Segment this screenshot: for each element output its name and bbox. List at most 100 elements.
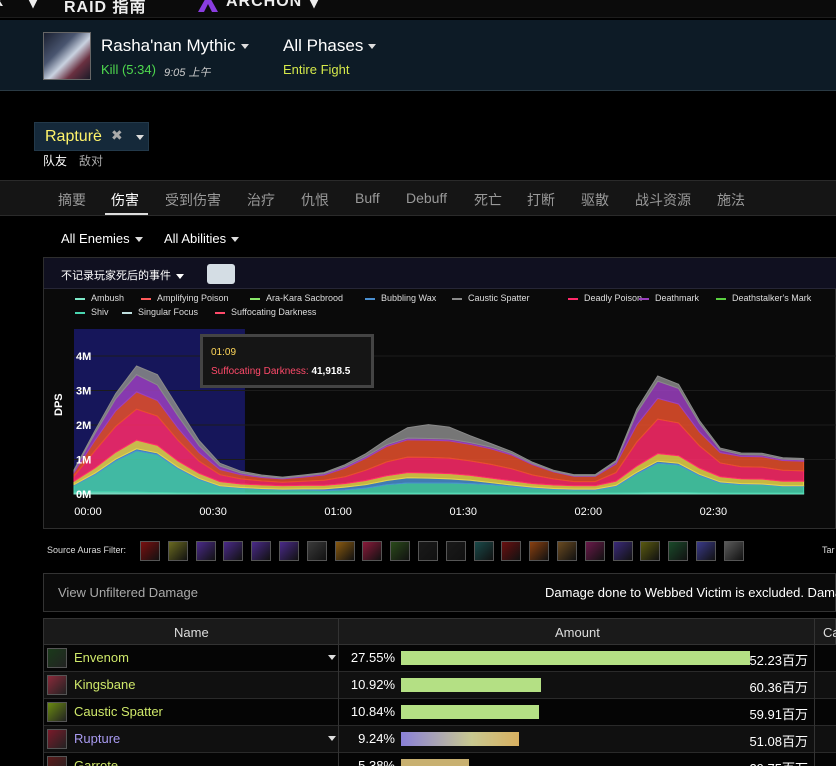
damage-bar [401,759,470,766]
boss-selector[interactable]: Rasha'nan Mythic [101,36,249,56]
toxic-blade-icon[interactable] [140,541,160,561]
beast-icon[interactable] [557,541,577,561]
ability-name[interactable]: Rupture [74,731,121,746]
nav-brand[interactable]: ARCHON [226,0,303,10]
table-divider [814,618,815,766]
graph-option-toggle[interactable] [207,264,235,284]
chevron-down-icon [231,237,240,243]
nav-partial-label[interactable]: k [0,0,4,11]
damage-amount: 51.08百万 [749,734,808,749]
chevron-down-icon [134,237,143,243]
legend-item[interactable]: Singular Focus [122,307,198,317]
legend-swatch-icon [141,297,151,300]
nature-icon[interactable] [640,541,661,561]
flask-icon[interactable] [334,541,355,561]
ability-icon [47,702,67,722]
legend-item[interactable]: Ara-Kara Sacbrood [250,293,343,303]
archon-logo-icon[interactable] [198,0,218,12]
ability-name[interactable]: Envenom [74,650,129,665]
fire-icon[interactable] [529,541,550,561]
nav-brand-caret-icon[interactable]: ▾ [310,0,320,12]
x-tick-label: 00:30 [199,506,227,518]
table-row[interactable]: Caustic Spatter 10.84% 59.91百万 [43,699,836,726]
tab-resources[interactable]: 战斗资源 [635,192,691,208]
tab-casts[interactable]: 施法 [717,192,745,208]
legend-item[interactable]: Ambush [75,293,124,303]
source-auras-label: Source Auras Filter: [47,545,127,555]
view-unfiltered-link[interactable]: View Unfiltered Damage [58,585,198,600]
tooltip-ability: Suffocating Darkness: [211,366,309,377]
ability-name[interactable]: Kingsbane [74,677,136,692]
legend-swatch-icon [639,297,649,300]
table-row[interactable]: Garrote 5.38% 29.75百万 [43,753,836,766]
tab-healing[interactable]: 治疗 [247,192,275,208]
ability-name[interactable]: Garrote [74,758,119,766]
toxin-icon[interactable] [473,541,494,561]
enemy-toggle[interactable]: 敌对 [79,154,104,168]
shadow-icon[interactable] [279,541,299,561]
shadow-icon[interactable] [195,541,216,561]
nav-raid-guide[interactable]: RAID 指南 [64,0,147,16]
table-row[interactable]: Envenom 27.55% 52.23百万 [43,645,836,672]
y-tick-label: 2M [76,420,91,432]
tab-damage-taken[interactable]: 受到伤害 [165,192,221,208]
legend-item[interactable]: Amplifying Poison [141,293,229,303]
shadow-icon[interactable] [223,541,244,561]
legend-item[interactable]: Suffocating Darkness [215,307,316,317]
col-casts-header[interactable]: Ca [823,625,836,640]
shadow-icon[interactable] [251,541,272,561]
legend-item[interactable]: Shiv [75,307,109,317]
dps-area-chart[interactable]: 0M 1M 2M 3M 4M DPS 00:00 00:30 01:00 01:30 02:00 02… [44,289,836,530]
tab-damage[interactable]: 伤害 [111,192,139,208]
legend-label: Amplifying Poison [157,293,229,303]
player-selector[interactable]: Rapturè ✖ [34,122,149,151]
nature-icon[interactable] [390,541,411,561]
legend-item[interactable]: Deadly Poison [568,293,642,303]
legend-item[interactable]: Deathstalker's Mark [716,293,811,303]
cauldron-icon[interactable] [668,541,689,561]
remove-player-icon[interactable]: ✖ [111,127,123,143]
legend-label: Deathstalker's Mark [732,293,812,303]
col-amount-header[interactable]: Amount [555,625,600,640]
claw-icon[interactable] [306,541,327,561]
death-event-label: 不记录玩家死后的事件 [61,270,171,282]
legend-item[interactable]: Bubbling Wax [365,293,436,303]
dagger-icon[interactable] [445,541,466,561]
bloodlust-icon[interactable] [584,541,605,561]
tab-threat[interactable]: 仇恨 [301,192,329,208]
tooltip-time: 01:09 [211,347,237,358]
tab-deaths[interactable]: 死亡 [474,192,502,208]
dagger-icon[interactable] [418,541,438,561]
cross-icon[interactable] [696,541,716,561]
tab-interrupts[interactable]: 打断 [527,192,555,208]
series-area-caustic-spatter[interactable] [73,365,805,479]
legend-item[interactable]: Deathmark [639,293,699,303]
damage-bar [401,732,519,746]
rupture-icon[interactable] [362,541,383,561]
tab-buffs[interactable]: Buff [355,190,380,206]
expand-row-icon[interactable] [328,736,336,741]
ability-filter[interactable]: All Abilities [164,231,240,246]
arcane-icon[interactable] [612,541,633,561]
col-name-header[interactable]: Name [174,625,209,640]
phase-selector[interactable]: All Phases [283,36,377,56]
table-row[interactable]: Rupture 9.24% 51.08百万 [43,726,836,753]
tab-summary[interactable]: 摘要 [58,192,86,208]
tab-dispels[interactable]: 驱散 [581,192,609,208]
enemy-filter[interactable]: All Enemies [61,231,143,246]
death-event-filter[interactable]: 不记录玩家死后的事件 [61,267,184,283]
legend-item[interactable]: Caustic Spatter [452,293,530,303]
table-row[interactable]: Kingsbane 10.92% 60.36百万 [43,672,836,699]
damage-table: Name Amount Ca Envenom 27.55% 52.23百万 Kings… [43,618,836,766]
graph-toolbar: 不记录玩家死后的事件 [44,258,836,289]
tab-debuffs[interactable]: Debuff [406,190,447,206]
friendly-toggle[interactable]: 队友 [43,154,68,168]
nav-caret-icon[interactable]: ▾ [29,0,39,12]
poison-icon[interactable] [167,541,188,561]
legend-swatch-icon [250,297,260,300]
expand-row-icon[interactable] [328,655,336,660]
ability-name[interactable]: Caustic Spatter [74,704,163,719]
damage-bar [401,678,541,692]
wound-icon[interactable] [501,541,522,561]
smoke-icon[interactable] [723,541,744,561]
